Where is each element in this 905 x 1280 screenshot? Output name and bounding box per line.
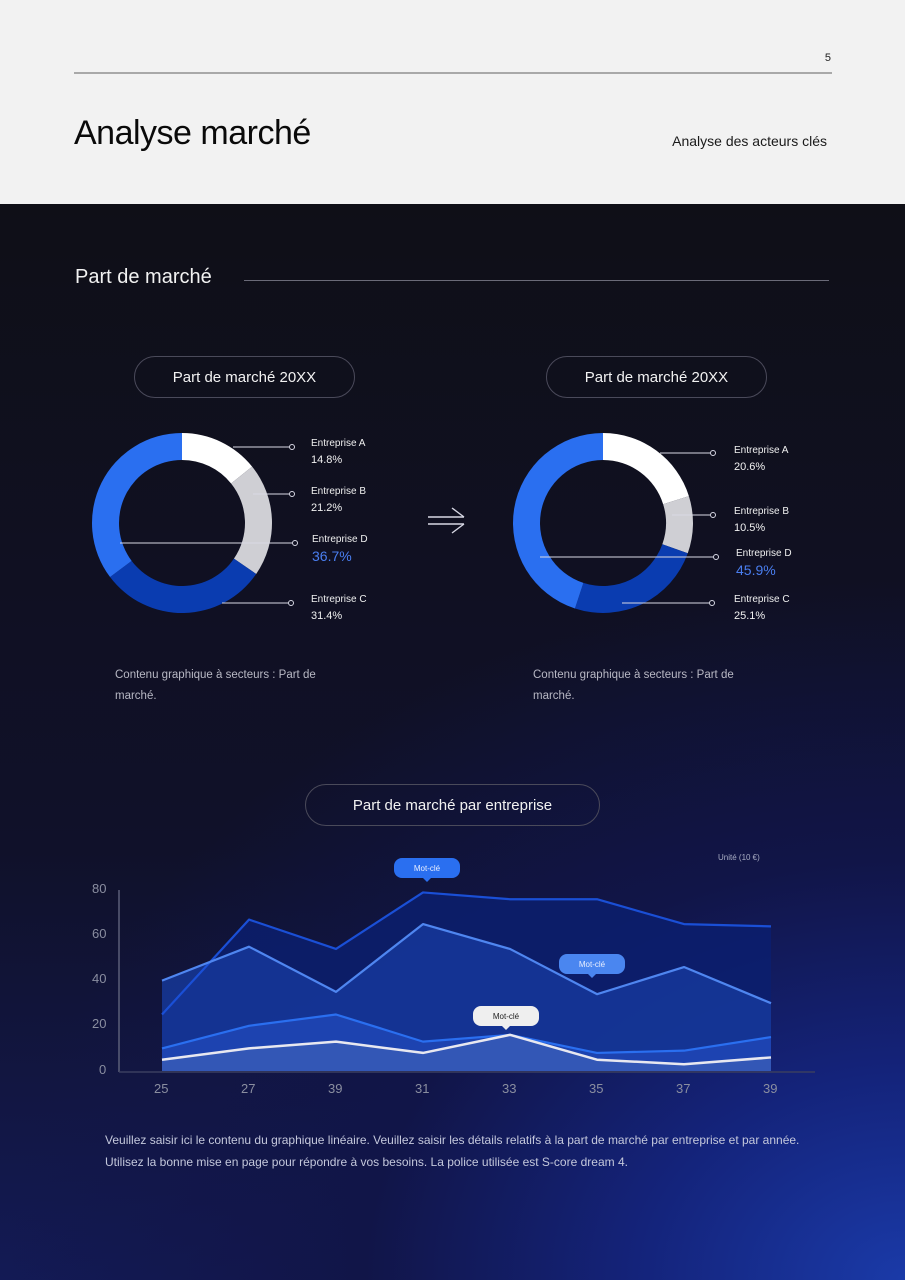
page-number: 5 — [824, 52, 831, 64]
y-tick: 20 — [92, 1016, 107, 1031]
x-tick: 35 — [589, 1081, 604, 1096]
legend-item: Entreprise B 10.5% — [734, 506, 790, 534]
section-rule — [244, 280, 829, 281]
donut-chart-1 — [92, 433, 298, 613]
legend-item-highlight: Entreprise D 36.7% — [312, 534, 368, 564]
keyword-tooltip: Mot-clé — [559, 954, 625, 978]
y-tick: 0 — [99, 1062, 107, 1077]
legend-item: Entreprise A 20.6% — [734, 445, 789, 473]
donut-chart-2 — [513, 433, 719, 614]
y-tick: 80 — [92, 881, 107, 896]
x-tick: 31 — [415, 1081, 430, 1096]
keyword-tooltip: Mot-clé — [394, 858, 460, 882]
x-tick: 27 — [241, 1081, 256, 1096]
header-rule — [74, 72, 832, 74]
chart-description: Veuillez saisir ici le contenu du graphi… — [105, 1133, 800, 1169]
legend-item: Entreprise C 31.4% — [311, 594, 367, 622]
page-header: 5 Analyse marché Analyse des acteurs clé… — [0, 0, 905, 204]
donut-2-caption: Contenu graphique à secteurs : Part de m… — [533, 669, 734, 702]
double-arrow-right-icon — [428, 507, 465, 534]
page-title: Analyse marché — [74, 114, 311, 152]
legend-item: Entreprise A 14.8% — [311, 438, 366, 466]
x-tick: 25 — [154, 1081, 169, 1096]
donut-2-label: Part de marché 20XX — [546, 356, 767, 398]
unit-label: Unité (10 €) — [718, 853, 760, 862]
x-tick: 39 — [328, 1081, 343, 1096]
legend-item: Entreprise B 21.2% — [311, 486, 367, 514]
y-tick: 60 — [92, 926, 107, 941]
line-chart-label: Part de marché par entreprise — [305, 784, 600, 826]
donut-1-label: Part de marché 20XX — [134, 356, 355, 398]
donut-1-caption: Contenu graphique à secteurs : Part de m… — [115, 669, 316, 702]
y-tick: 40 — [92, 971, 107, 986]
page-subtitle: Analyse des acteurs clés — [672, 133, 827, 149]
x-tick: 39 — [763, 1081, 778, 1096]
section-title: Part de marché — [75, 266, 212, 288]
x-tick: 33 — [502, 1081, 517, 1096]
legend-item: Entreprise C 25.1% — [734, 594, 790, 622]
legend-item-highlight: Entreprise D 45.9% — [736, 548, 792, 578]
x-tick: 37 — [676, 1081, 691, 1096]
keyword-tooltip: Mot-clé — [473, 1006, 539, 1030]
